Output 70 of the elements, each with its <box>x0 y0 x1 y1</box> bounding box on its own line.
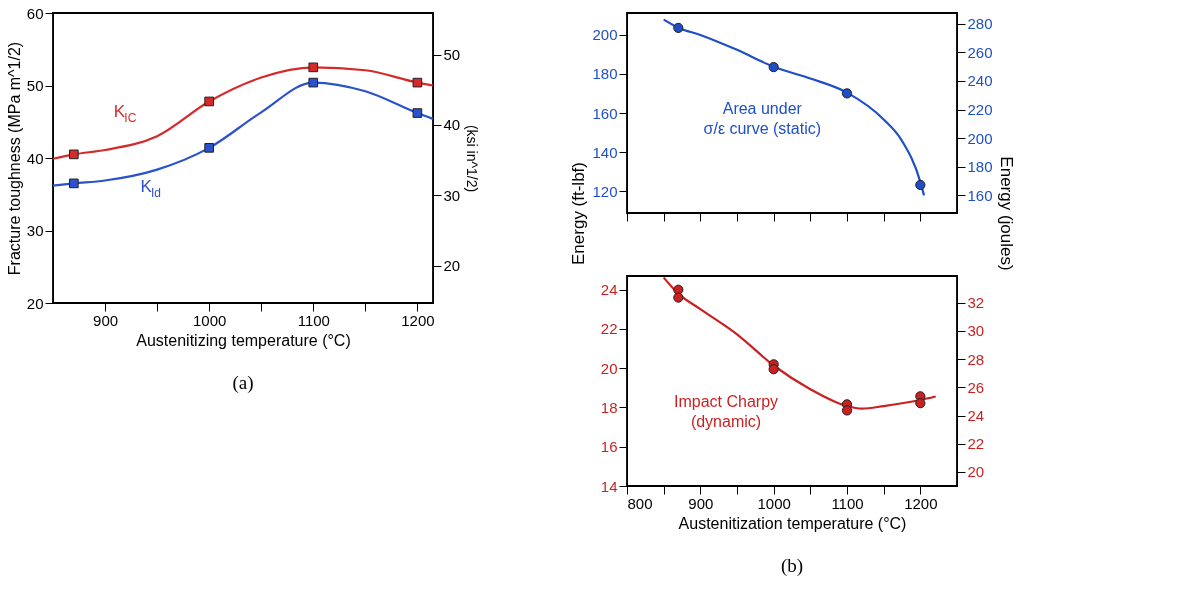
x-tick-label: 900 <box>688 494 714 512</box>
x-axis-title: Austenitizing temperature (°C) <box>136 331 351 349</box>
y2-axis-title: Energy (joules) <box>996 156 1016 271</box>
y-axis-title: Fracture toughness (MPa m^1/2) <box>5 41 23 276</box>
y2-tick-label: 40 <box>443 116 461 134</box>
y-tick-label: 30 <box>26 222 44 239</box>
point <box>412 77 423 88</box>
point <box>841 405 853 416</box>
y-tick-label: 40 <box>26 149 44 167</box>
y-tick-label: 16 <box>600 438 618 456</box>
y-tick-label: 24 <box>600 281 618 299</box>
point <box>204 143 214 153</box>
text: (a) <box>232 372 254 394</box>
y2-axis-title: (ksi in^1/2) <box>464 124 481 193</box>
point <box>204 96 214 107</box>
y2-tick-label: 50 <box>443 46 461 64</box>
y-tick-label: 14 <box>600 477 618 495</box>
y2-tick-label: 30 <box>967 322 985 340</box>
x-axis-title: Austenitization temperature (°C) <box>678 514 907 532</box>
series-label: Area under σ/ε curve (static) <box>703 100 822 137</box>
y2-tick-label: 280 <box>967 15 993 33</box>
y2-tick-label: 28 <box>967 350 985 368</box>
y2-tick-label: 160 <box>967 186 993 204</box>
x-tick-label: 900 <box>93 311 119 329</box>
x-tick-label: 1000 <box>192 311 227 329</box>
y2-tick-label: 220 <box>967 101 993 119</box>
y2-tick-label: 22 <box>967 435 985 453</box>
y2-tick-label: 24 <box>967 407 985 425</box>
point <box>308 77 319 88</box>
y2-tick-label: 200 <box>967 129 993 147</box>
series-label: Impact Charpy (dynamic) <box>673 393 779 430</box>
point <box>768 62 779 73</box>
y-tick-label: 20 <box>600 359 618 377</box>
point <box>68 149 79 160</box>
y2-tick-label: 20 <box>443 257 461 275</box>
x-tick-label: 1000 <box>757 494 791 512</box>
point <box>412 108 423 118</box>
x-tick-label: 1200 <box>401 311 435 329</box>
point <box>308 62 319 73</box>
y2-tick-label: 32 <box>967 294 985 312</box>
y-tick-label: 200 <box>592 26 618 44</box>
point <box>68 178 79 189</box>
x-tick-label: 1200 <box>904 494 938 512</box>
x-tick-label: 1100 <box>297 311 330 329</box>
x-tick-label: 1100 <box>831 494 864 512</box>
text: (b) <box>780 555 804 577</box>
point <box>915 398 926 409</box>
y-tick-label: 60 <box>26 4 44 22</box>
y2-tick-label: 26 <box>967 378 985 396</box>
y-tick-label: 180 <box>592 65 618 83</box>
y2-tick-label: 260 <box>967 43 993 61</box>
y-tick-label: 140 <box>592 143 618 161</box>
y-tick-label: 50 <box>26 77 44 94</box>
point <box>915 179 926 191</box>
y2-tick-label: 180 <box>967 158 993 176</box>
y2-tick-label: 240 <box>967 72 993 90</box>
y2-tick-label: 30 <box>443 186 461 204</box>
point <box>841 88 853 99</box>
point <box>673 292 684 303</box>
y-tick-label: 160 <box>592 104 618 122</box>
y2-tick-label: 20 <box>967 463 985 481</box>
point <box>673 22 684 33</box>
point <box>768 364 779 375</box>
x-tick-label: 800 <box>627 494 653 512</box>
y-tick-label: 20 <box>26 294 44 312</box>
y-tick-label: 18 <box>600 399 618 416</box>
y-tick-label: 120 <box>592 182 618 200</box>
y-tick-label: 22 <box>600 320 618 338</box>
line-series <box>662 18 926 197</box>
y-axis-title: Energy (ft-lbf) <box>569 162 589 265</box>
